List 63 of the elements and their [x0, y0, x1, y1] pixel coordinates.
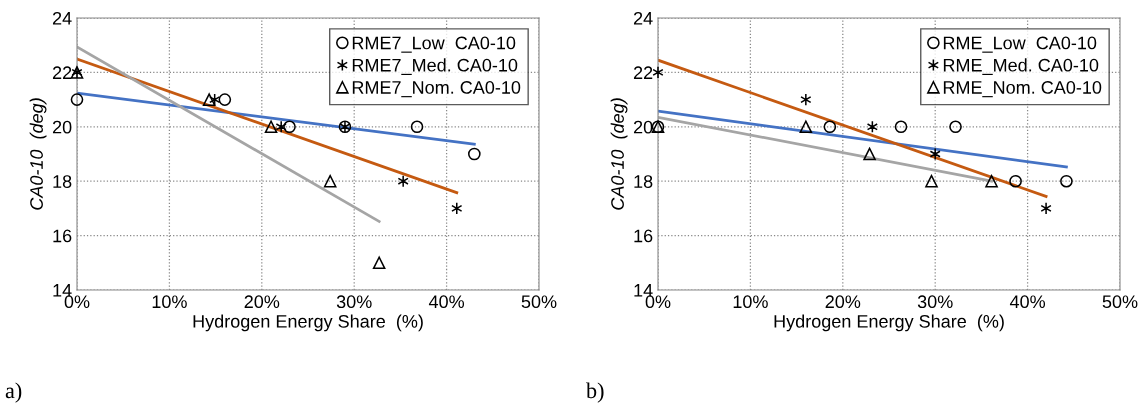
y-tick-label: 20 [52, 120, 72, 134]
x-tick-label: 10% [152, 295, 187, 309]
y-tick-label: 24 [52, 11, 72, 25]
point [372, 256, 386, 270]
text: a) [5, 382, 22, 403]
y-axis-title: CA0-10 (deg) [29, 98, 47, 210]
point [397, 174, 409, 188]
point [283, 120, 296, 134]
legend-label: RME7_Nom. CA0-10 [352, 81, 521, 98]
y-tick-label: 20 [633, 120, 653, 134]
y-tick-label: 16 [634, 229, 653, 243]
x-tick-label: 50% [1102, 295, 1138, 309]
x-tick-label: 10% [733, 295, 768, 309]
y-axis-title: CA0-10 (deg) [610, 98, 628, 210]
x-tick-label: 30% [917, 295, 953, 309]
legend-label: RME_Nom. CA0-10 [943, 81, 1102, 98]
legend-label: RME_Low CA0-10 [943, 36, 1097, 53]
point [949, 120, 962, 134]
point [1009, 174, 1022, 188]
point [985, 174, 998, 188]
x-axis-title: Hydrogen Energy Share (%) [774, 314, 1004, 332]
text: b) [586, 382, 604, 403]
point [202, 93, 216, 106]
point [823, 120, 837, 134]
point [70, 93, 84, 106]
y-tick-label: 14 [53, 284, 72, 297]
y-tick-label: 18 [53, 175, 72, 188]
x-tick-label: 30% [336, 295, 372, 309]
legend-label: RME7_Low CA0-10 [352, 36, 516, 53]
y-tick-label: 22 [633, 66, 653, 79]
y-tick-label: 18 [634, 175, 653, 188]
point [925, 174, 938, 188]
x-tick-label: 20% [244, 295, 280, 309]
point [410, 120, 424, 134]
y-tick-label: 16 [53, 229, 72, 243]
x-tick-label: 0% [64, 295, 90, 309]
x-tick-label: 40% [428, 295, 465, 309]
y-tick-label: 14 [634, 284, 653, 297]
point [800, 93, 812, 106]
point [323, 174, 337, 188]
point [1040, 202, 1052, 215]
point [275, 120, 287, 134]
y-tick-label: 22 [52, 66, 72, 79]
point [866, 120, 878, 134]
x-tick-label: 0% [645, 295, 671, 309]
point [451, 202, 463, 215]
point [467, 147, 481, 161]
point [1060, 174, 1073, 188]
point [218, 93, 232, 106]
x-tick-label: 50% [521, 295, 557, 309]
point [799, 120, 813, 134]
legend-label: RME_Med. CA0-10 [943, 58, 1099, 75]
point [929, 147, 941, 161]
point [652, 66, 664, 79]
point [863, 147, 876, 161]
point [209, 93, 221, 106]
legend-label: RME7_Med. CA0-10 [352, 58, 518, 75]
point [894, 120, 908, 134]
point [264, 120, 278, 134]
x-tick-label: 20% [825, 295, 861, 309]
x-axis-title: Hydrogen Energy Share (%) [193, 314, 423, 332]
y-tick-label: 24 [633, 11, 653, 25]
x-tick-label: 40% [1009, 295, 1046, 309]
